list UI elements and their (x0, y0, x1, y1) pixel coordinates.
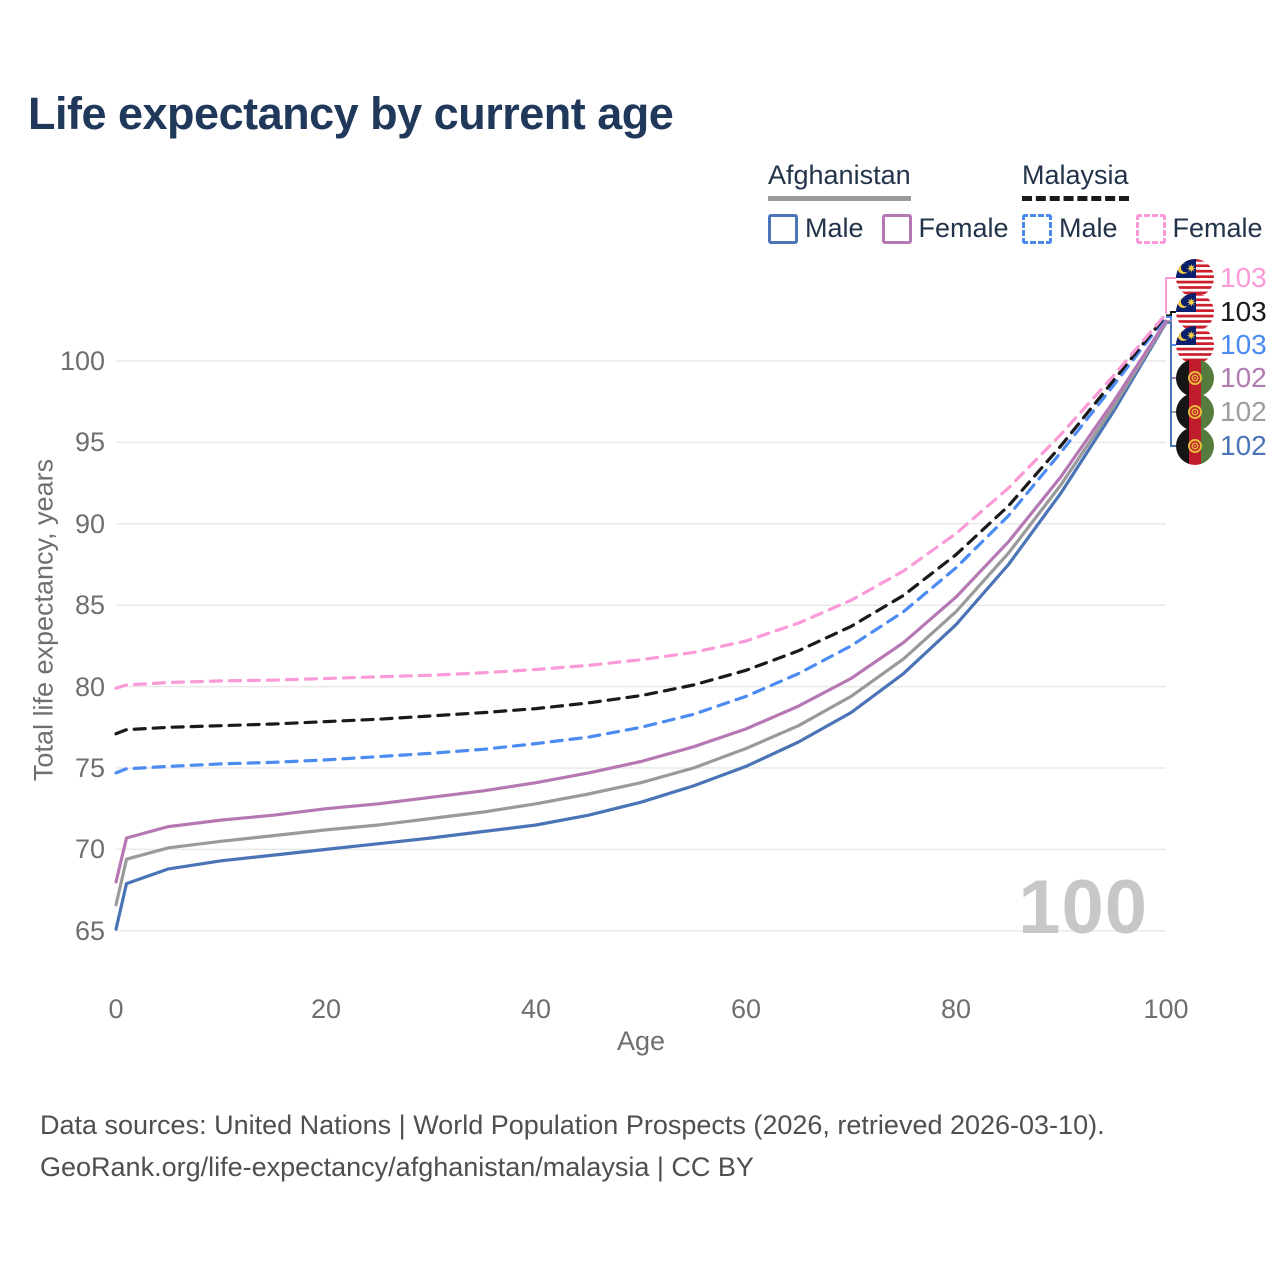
x-tick-label: 60 (730, 994, 762, 1024)
series-line-afghanistan-male (114, 321, 1168, 931)
x-tick-label: 100 (1143, 994, 1189, 1024)
y-tick-label: 90 (74, 508, 105, 539)
malaysia-male-swatch-icon (1022, 213, 1052, 244)
end-value-label: 102 (1220, 430, 1267, 461)
y-tick-label: 70 (74, 834, 105, 865)
malaysia-female-swatch-icon (1135, 213, 1166, 244)
x-tick-label: 40 (520, 994, 552, 1024)
y-tick-label: 80 (74, 671, 105, 702)
legend-country-malaysia: Malaysia (1022, 160, 1129, 201)
series-line-malaysia-both-sexes (114, 313, 1168, 736)
end-value-label: 103 (1220, 296, 1267, 327)
legend-label-afghanistan-female: Female (918, 213, 1009, 243)
series-line-malaysia-male (114, 315, 1168, 775)
legend-label-malaysia-male: Male (1059, 213, 1118, 243)
y-tick-label: 100 (59, 346, 105, 376)
afghanistan-female-swatch-icon (881, 213, 912, 244)
legend-country-afghanistan: Afghanistan (768, 160, 911, 201)
x-tick-label: 0 (108, 994, 124, 1024)
y-tick-label: 85 (74, 590, 105, 621)
afghanistan-flag-icon (1176, 427, 1214, 465)
afghanistan-flag-icon (1176, 359, 1214, 397)
series-line-afghanistan-both-sexes (114, 320, 1168, 907)
end-value-label: 103 (1220, 262, 1267, 293)
end-label-row: 102 (1176, 393, 1267, 431)
legend-label-malaysia-female: Female (1172, 213, 1263, 243)
age-watermark: 100 (1018, 865, 1148, 950)
y-tick-label: 65 (74, 915, 105, 946)
afghanistan-flag-icon (1176, 393, 1214, 431)
end-label-row: 103 (1176, 293, 1267, 331)
end-label-row: 103 (1176, 259, 1267, 297)
leader-line (1166, 311, 1176, 317)
end-value-label: 103 (1220, 329, 1267, 360)
footer: Data sources: United Nations | World Pop… (40, 1104, 1105, 1188)
legend-group-malaysia: Malaysia Male Female (1022, 160, 1280, 244)
afghanistan-male-swatch-icon (768, 213, 798, 244)
page-title: Life expectancy by current age (28, 88, 674, 139)
series-line-afghanistan-female (114, 319, 1168, 884)
end-value-label: 102 (1220, 362, 1267, 393)
malaysia-flag-icon (1176, 259, 1214, 297)
y-tick-label: 75 (74, 753, 105, 783)
x-tick-label: 80 (940, 994, 972, 1024)
series-line-malaysia-female (114, 312, 1168, 690)
footer-data-sources: Data sources: United Nations | World Pop… (40, 1110, 1105, 1140)
x-axis-title: Age (616, 1026, 666, 1056)
end-label-row: 102 (1176, 359, 1267, 397)
end-value-label: 102 (1220, 396, 1267, 427)
legend-label-afghanistan-male: Male (805, 213, 864, 243)
end-label-row: 102 (1176, 427, 1267, 465)
leader-line (1166, 321, 1176, 447)
leader-line (1165, 277, 1176, 314)
x-tick-label: 20 (310, 994, 342, 1024)
legend-group-afghanistan: Afghanistan Male Female (768, 160, 1027, 244)
footer-attribution: GeoRank.org/life-expectancy/afghanistan/… (40, 1152, 754, 1182)
y-tick-label: 95 (74, 427, 105, 458)
